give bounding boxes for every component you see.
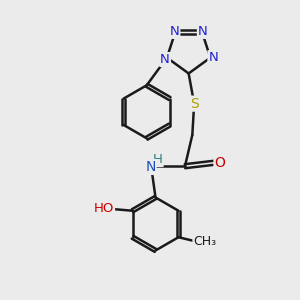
Text: N: N [169, 25, 179, 38]
Text: N: N [208, 51, 218, 64]
Text: N: N [198, 25, 208, 38]
Text: N: N [160, 53, 170, 66]
Text: N: N [145, 160, 156, 174]
Text: O: O [214, 155, 225, 170]
Text: H: H [153, 153, 163, 166]
Text: HO: HO [94, 202, 114, 215]
Text: CH₃: CH₃ [194, 235, 217, 248]
Text: S: S [190, 97, 199, 111]
